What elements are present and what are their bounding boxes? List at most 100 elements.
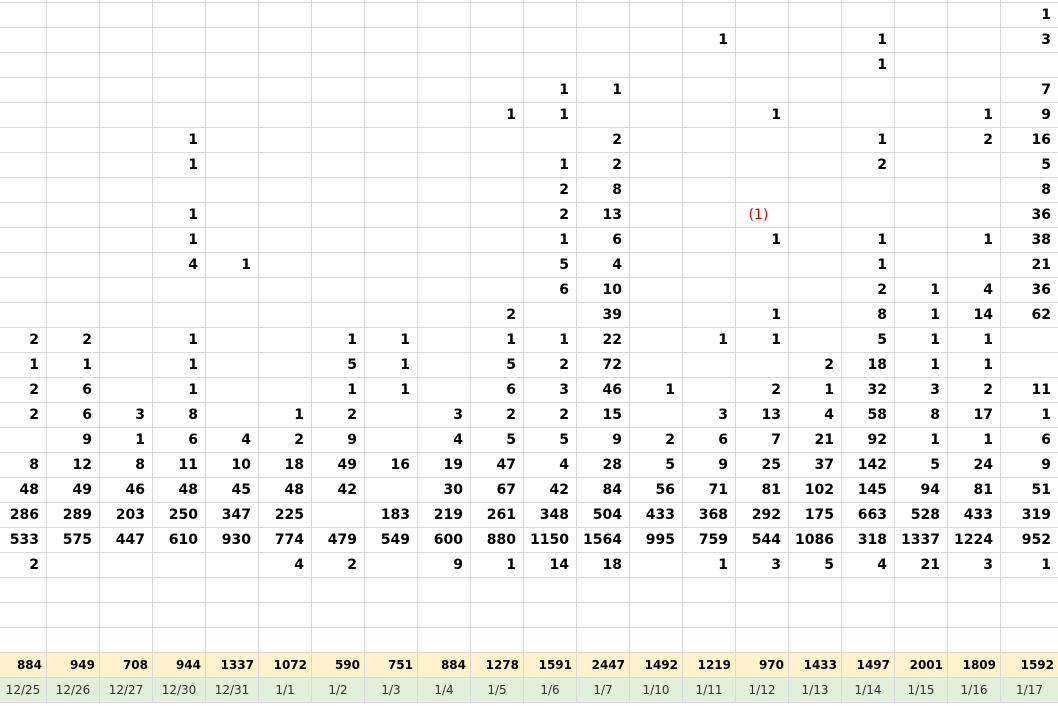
cell — [312, 28, 365, 53]
cell — [259, 203, 312, 228]
cell — [789, 78, 842, 103]
cell — [47, 303, 100, 328]
cell-value: (1) — [736, 203, 789, 228]
cell — [895, 103, 948, 128]
cell-value: 1 — [153, 153, 206, 178]
cell-value: 952 — [1001, 528, 1058, 553]
cell — [789, 628, 842, 653]
cell-value: 1/10 — [630, 678, 683, 703]
cell-value: 261 — [471, 503, 524, 528]
cell-value: 1 — [948, 228, 1001, 253]
cell — [1001, 328, 1058, 353]
cell-value: 1492 — [630, 653, 683, 678]
cell-value: 1 — [365, 353, 418, 378]
cell — [206, 578, 259, 603]
cell — [1001, 353, 1058, 378]
cell — [471, 128, 524, 153]
cell-value: 1/17 — [1001, 678, 1058, 703]
cell-value: 1 — [153, 203, 206, 228]
cell — [259, 53, 312, 78]
cell-value: 1 — [47, 353, 100, 378]
cell-value: 1 — [577, 78, 630, 103]
cell-value: 48 — [0, 478, 47, 503]
cell-value: 368 — [683, 503, 736, 528]
cell-value: 970 — [736, 653, 789, 678]
cell — [47, 253, 100, 278]
cell-value: 37 — [789, 453, 842, 478]
cell-value: 1 — [842, 228, 895, 253]
cell — [842, 603, 895, 628]
cell — [47, 103, 100, 128]
cell-value: 1 — [842, 53, 895, 78]
cell-value: 995 — [630, 528, 683, 553]
cell — [365, 3, 418, 28]
cell-value: 590 — [312, 653, 365, 678]
cell — [895, 28, 948, 53]
cell-value: 2 — [630, 428, 683, 453]
cell — [206, 228, 259, 253]
cell-value: 15 — [577, 403, 630, 428]
cell — [736, 603, 789, 628]
cell-value: 1 — [895, 353, 948, 378]
cell — [365, 103, 418, 128]
cell — [1001, 53, 1058, 78]
cell-value: 1 — [842, 28, 895, 53]
cell — [895, 53, 948, 78]
cell-value: 1 — [842, 128, 895, 153]
cell — [577, 28, 630, 53]
cell — [312, 628, 365, 653]
cell — [47, 28, 100, 53]
cell-value: 1 — [895, 428, 948, 453]
cell — [842, 578, 895, 603]
cell — [577, 603, 630, 628]
cell-value: 1 — [948, 328, 1001, 353]
cell-value: 2 — [842, 153, 895, 178]
cell — [312, 103, 365, 128]
cell-value: 14 — [524, 553, 577, 578]
cell-value: 8 — [1001, 178, 1058, 203]
cell — [365, 303, 418, 328]
cell-value: 4 — [524, 453, 577, 478]
cell-value: 1 — [524, 78, 577, 103]
cell — [418, 203, 471, 228]
cell — [100, 3, 153, 28]
cell-value: 1/6 — [524, 678, 577, 703]
cell-value: 46 — [577, 378, 630, 403]
cell-value: 286 — [0, 503, 47, 528]
cell-value: 2 — [948, 378, 1001, 403]
cell — [153, 603, 206, 628]
cell — [100, 103, 153, 128]
cell-value: 1 — [153, 378, 206, 403]
cell — [577, 0, 630, 3]
cell — [312, 128, 365, 153]
cell-value: 5 — [471, 353, 524, 378]
cell-value: 774 — [259, 528, 312, 553]
cell — [312, 0, 365, 3]
cell — [418, 578, 471, 603]
cell-value: 18 — [577, 553, 630, 578]
cell-value: 5 — [895, 453, 948, 478]
cell-value: 16 — [365, 453, 418, 478]
cell — [418, 128, 471, 153]
cell — [577, 578, 630, 603]
cell — [736, 3, 789, 28]
cell-value: 6 — [1001, 428, 1058, 453]
cell-value: 4 — [577, 253, 630, 278]
cell — [471, 53, 524, 78]
cell-value: 708 — [100, 653, 153, 678]
cell — [312, 253, 365, 278]
cell-value: 544 — [736, 528, 789, 553]
cell — [683, 378, 736, 403]
cell-value: 6 — [47, 403, 100, 428]
cell-value: 318 — [842, 528, 895, 553]
cell — [365, 628, 418, 653]
cell — [1001, 0, 1058, 3]
cell — [630, 578, 683, 603]
cell — [153, 178, 206, 203]
cell — [683, 53, 736, 78]
cell-value: 46 — [100, 478, 153, 503]
cell — [418, 178, 471, 203]
cell — [312, 578, 365, 603]
cell-value: 6 — [471, 378, 524, 403]
cell-value: 1150 — [524, 528, 577, 553]
